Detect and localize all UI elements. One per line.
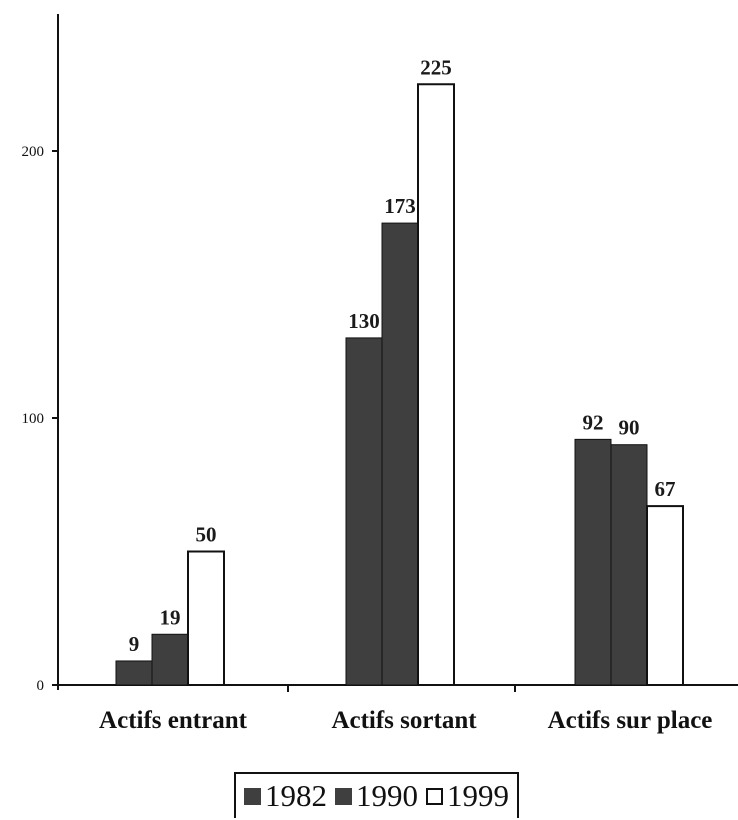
category-label: Actifs sur place <box>548 707 713 734</box>
legend-label-1982: 1982 <box>265 778 327 813</box>
legend-label-1990: 1990 <box>356 778 418 813</box>
legend-item-1990: 1990 <box>335 778 418 814</box>
y-tick-label: 0 <box>37 678 45 694</box>
bar-chart: 0 100 200 9 19 50 130 173 225 92 90 67 Actifs entr… <box>22 14 738 734</box>
category-labels: Actifs entrant Actifs sortant Actifs sur p… <box>99 707 712 734</box>
category-label: Actifs sortant <box>331 707 477 734</box>
bar-1990-0 <box>151 633 189 686</box>
bar-1999-1 <box>417 83 455 686</box>
legend-label-1999: 1999 <box>447 778 509 813</box>
bars <box>115 83 684 686</box>
bar-1982-0 <box>115 660 153 686</box>
y-axis-ticks: 0 100 200 <box>22 144 58 694</box>
data-label-1990-1: 173 <box>384 194 416 218</box>
data-label-1982-0: 9 <box>129 632 140 656</box>
x-axis-ticks <box>287 685 516 692</box>
data-labels: 9 19 50 130 173 225 92 90 67 <box>129 55 676 656</box>
legend-item-1999: 1999 <box>426 778 509 814</box>
bar-1982-1 <box>345 337 383 686</box>
y-tick-label: 200 <box>22 144 45 160</box>
bar-1990-2 <box>610 444 648 686</box>
data-label-1990-0: 19 <box>160 605 181 629</box>
bar-1999-2 <box>646 505 684 686</box>
legend: 1982 1990 1999 <box>234 772 519 818</box>
legend-item-1982: 1982 <box>244 778 327 814</box>
data-label-1982-1: 130 <box>348 309 380 333</box>
data-label-1999-1: 225 <box>420 55 452 79</box>
data-label-1999-0: 50 <box>196 523 217 547</box>
bar-1999-0 <box>187 550 225 686</box>
category-label: Actifs entrant <box>99 707 248 734</box>
legend-swatch-1990 <box>335 787 352 805</box>
data-label-1982-2: 92 <box>583 410 604 434</box>
data-label-1999-2: 67 <box>655 477 676 501</box>
y-tick-label: 100 <box>22 411 45 427</box>
bar-1982-2 <box>574 438 612 686</box>
bar-1990-1 <box>381 222 419 686</box>
legend-swatch-1999 <box>426 787 443 805</box>
data-label-1990-2: 90 <box>619 416 640 440</box>
legend-swatch-1982 <box>244 787 261 805</box>
